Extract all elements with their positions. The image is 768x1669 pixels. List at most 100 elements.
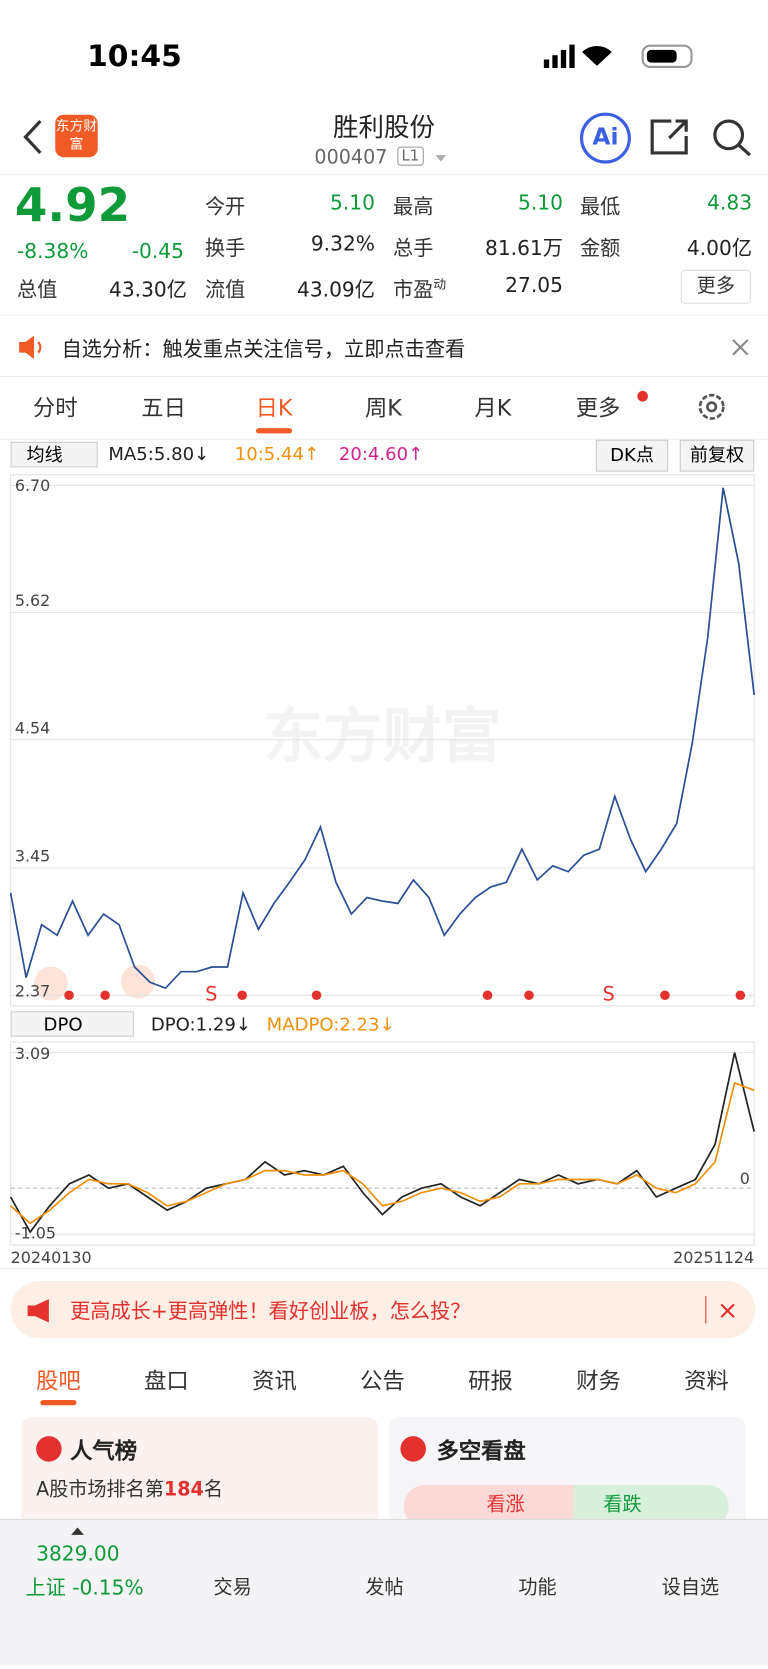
adjust-button[interactable]: 前复权 [679, 439, 755, 472]
watermark: 东方财富 [263, 702, 501, 771]
section-tab[interactable]: 研报 [468, 1368, 513, 1394]
tab[interactable]: 周K [364, 395, 402, 421]
kline-chart: 东方财富 6.70 5.62 4.54 3.45 2.37 3.09 0 -1.05 202401… [9, 474, 756, 1267]
divider [0, 1268, 768, 1270]
field-value: 4.00亿 [686, 236, 753, 261]
signal-label: S [205, 983, 217, 1006]
section-tab[interactable]: 资讯 [252, 1368, 297, 1394]
divider [0, 438, 768, 440]
field-label: 总值 [16, 278, 58, 302]
ad-text[interactable]: 更高成长+更高弹性！看好创业板，怎么投？ [70, 1300, 471, 1324]
signal-dot [100, 990, 110, 1001]
field-label: 市盈动 [393, 276, 447, 302]
y-tick-label: 6.70 [15, 476, 50, 495]
y-tick-label: 3.09 [15, 1044, 50, 1063]
ma-select[interactable]: 均线 [10, 441, 98, 468]
x-label: 20251124 [673, 1248, 754, 1267]
bottom-bar [0, 1518, 768, 1666]
signal-dot [735, 990, 746, 1001]
price-frame [10, 474, 755, 1007]
line [10, 1081, 755, 1225]
ad-divider [705, 1295, 707, 1324]
divider [0, 174, 768, 176]
field-label: 换手 [205, 236, 246, 261]
field-value: 5.10 [518, 191, 563, 215]
x-label: 20240130 [11, 1248, 92, 1267]
rank-card[interactable] [21, 1416, 379, 1534]
signal-dot [482, 990, 493, 1001]
signal-dot [64, 990, 74, 1001]
change-pct: -8.38% [16, 240, 89, 264]
level-badge: L1 [397, 146, 424, 166]
signal-dot [660, 990, 670, 1001]
tab[interactable]: 日K [255, 395, 293, 421]
field-value: 5.10 [330, 191, 375, 215]
nav-item[interactable]: 功能 [518, 1576, 557, 1599]
index-value[interactable]: 3829.00 [36, 1542, 120, 1566]
dk-button[interactable]: DK点 [595, 439, 669, 472]
section-tab[interactable]: 财务 [576, 1368, 621, 1394]
up-label: 看涨 [486, 1493, 525, 1516]
field-label: 最低 [579, 195, 621, 219]
rank-icon [36, 1436, 62, 1462]
line [9, 1052, 755, 1234]
more-button[interactable]: 更多 [680, 269, 751, 304]
settings[interactable] [696, 391, 728, 423]
field-value: 27.05 [505, 274, 563, 298]
section-tab[interactable]: 盘口 [144, 1368, 189, 1394]
field-value: 81.61万 [484, 236, 563, 261]
field-value: 43.09亿 [296, 278, 375, 302]
tab[interactable]: 五日 [141, 395, 186, 421]
red-dot [637, 390, 648, 402]
nav-item[interactable]: 交易 [213, 1576, 252, 1599]
speaker-icon [19, 335, 42, 360]
tab[interactable]: 月K [474, 395, 512, 421]
ad-close[interactable] [719, 1302, 736, 1319]
ad-banner[interactable] [10, 1281, 756, 1339]
line [9, 487, 756, 990]
signal-dot [237, 990, 247, 1001]
section-tab[interactable]: 资料 [684, 1368, 729, 1394]
close[interactable] [731, 338, 750, 357]
y-tick-label: 4.54 [15, 718, 50, 737]
change: -0.45 [131, 240, 184, 264]
field-value: 43.30亿 [108, 278, 187, 302]
ad-icon [27, 1299, 49, 1323]
section-tab[interactable]: 股吧 [36, 1368, 81, 1394]
section-underline [40, 1399, 77, 1406]
field-label: 总手 [393, 236, 434, 261]
y-tick-label: 5.62 [15, 591, 50, 610]
index-name[interactable]: 上证 -0.15% [25, 1576, 144, 1600]
down-label: 看跌 [603, 1493, 642, 1516]
ma10: 10:5.44↑ [234, 443, 320, 466]
rank-text: A股市场排名第184名 [36, 1474, 223, 1502]
y-tick-label: 0 [740, 1169, 750, 1188]
stock-code: 000407 [314, 146, 388, 169]
signal-dot [524, 990, 534, 1001]
ma20: 20:4.60↑ [338, 443, 424, 466]
tab[interactable]: 更多 [575, 395, 621, 421]
time: 10:45 [87, 38, 182, 74]
divider [0, 376, 768, 378]
dpo-select[interactable]: DPO [10, 1011, 134, 1037]
back[interactable] [21, 117, 106, 159]
section-tab[interactable]: 公告 [360, 1368, 405, 1394]
vs-icon [400, 1436, 426, 1462]
chart-button [121, 964, 156, 999]
y-tick-label: 2.37 [15, 981, 50, 1000]
dropdown[interactable] [433, 153, 448, 164]
signal-dot [311, 990, 322, 1001]
nav-item[interactable]: 设自选 [661, 1576, 720, 1599]
notice[interactable]: 自选分析：触发重点关注信号，立即点击查看 [61, 337, 466, 362]
nav-item[interactable]: 发帖 [365, 1576, 404, 1599]
ai-button[interactable]: Ai [579, 112, 631, 164]
rank-label: A股市场排名第 [36, 1478, 164, 1501]
vs-title: 多空看盘 [436, 1438, 526, 1464]
field-label: 流值 [205, 278, 246, 302]
tab[interactable]: 分时 [32, 395, 78, 421]
rank-number: 184 [163, 1478, 204, 1501]
field-label: 今开 [205, 195, 246, 219]
dpo-value: DPO:1.29↓ [150, 1014, 251, 1036]
